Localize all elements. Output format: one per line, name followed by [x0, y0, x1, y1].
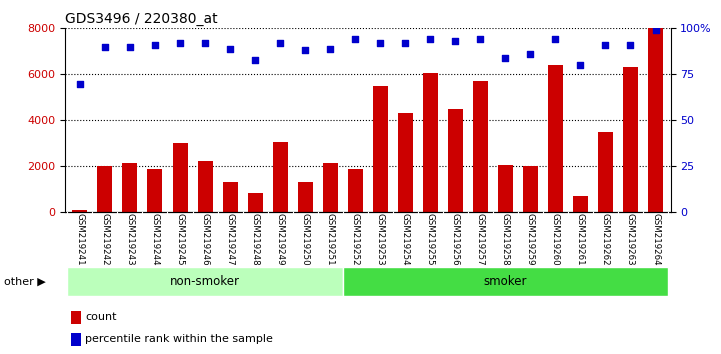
- Bar: [97, 166, 112, 212]
- Text: GSM219252: GSM219252: [350, 213, 360, 266]
- Point: [275, 40, 286, 46]
- Text: GSM219257: GSM219257: [476, 213, 485, 266]
- Bar: [273, 142, 288, 212]
- Bar: [573, 196, 588, 212]
- Text: count: count: [85, 312, 116, 322]
- Point: [249, 57, 261, 62]
- Bar: [373, 86, 388, 212]
- Point: [199, 40, 211, 46]
- Text: GSM219260: GSM219260: [551, 213, 560, 266]
- Point: [350, 36, 361, 42]
- Bar: [123, 163, 138, 212]
- Text: GSM219244: GSM219244: [151, 213, 159, 266]
- Point: [474, 36, 486, 42]
- Text: GSM219250: GSM219250: [301, 213, 309, 266]
- Text: smoker: smoker: [484, 275, 527, 288]
- Point: [500, 55, 511, 61]
- Point: [650, 27, 661, 33]
- Text: GSM219253: GSM219253: [376, 213, 385, 266]
- Bar: [323, 163, 337, 212]
- Text: GSM219262: GSM219262: [601, 213, 610, 266]
- Point: [99, 44, 111, 50]
- Text: GDS3496 / 220380_at: GDS3496 / 220380_at: [65, 12, 218, 26]
- Bar: [223, 183, 238, 212]
- Point: [425, 36, 436, 42]
- Text: GSM219247: GSM219247: [226, 213, 234, 266]
- Bar: [348, 169, 363, 212]
- Point: [74, 81, 86, 86]
- Point: [600, 42, 611, 48]
- Point: [149, 42, 161, 48]
- Point: [324, 46, 336, 51]
- Point: [449, 38, 461, 44]
- Text: GSM219263: GSM219263: [626, 213, 635, 266]
- Bar: [247, 193, 262, 212]
- Text: GSM219243: GSM219243: [125, 213, 134, 266]
- Text: GSM219249: GSM219249: [275, 213, 285, 266]
- Text: GSM219242: GSM219242: [100, 213, 110, 266]
- Point: [624, 42, 636, 48]
- Point: [575, 62, 586, 68]
- Bar: [298, 183, 313, 212]
- Text: non-smoker: non-smoker: [170, 275, 240, 288]
- Text: GSM219251: GSM219251: [326, 213, 335, 266]
- Bar: [198, 161, 213, 212]
- Bar: [423, 73, 438, 212]
- Bar: [342, 267, 668, 296]
- Bar: [71, 311, 81, 324]
- Text: other ▶: other ▶: [4, 276, 45, 286]
- Bar: [473, 81, 488, 212]
- Bar: [398, 114, 412, 212]
- Text: GSM219248: GSM219248: [251, 213, 260, 266]
- Text: GSM219246: GSM219246: [200, 213, 210, 266]
- Bar: [548, 65, 563, 212]
- Bar: [523, 166, 538, 212]
- Bar: [648, 28, 663, 212]
- Bar: [448, 109, 463, 212]
- Bar: [623, 67, 638, 212]
- Text: GSM219261: GSM219261: [576, 213, 585, 266]
- Bar: [148, 169, 162, 212]
- Bar: [72, 210, 87, 212]
- Point: [549, 36, 561, 42]
- Bar: [497, 165, 513, 212]
- Bar: [67, 267, 342, 296]
- Text: GSM219258: GSM219258: [501, 213, 510, 266]
- Bar: [598, 132, 613, 212]
- Point: [374, 40, 386, 46]
- Text: GSM219254: GSM219254: [401, 213, 410, 266]
- Bar: [172, 143, 187, 212]
- Point: [299, 47, 311, 53]
- Text: GSM219245: GSM219245: [175, 213, 185, 266]
- Text: percentile rank within the sample: percentile rank within the sample: [85, 335, 273, 344]
- Bar: [71, 333, 81, 346]
- Point: [174, 40, 186, 46]
- Point: [124, 44, 136, 50]
- Text: GSM219264: GSM219264: [651, 213, 660, 266]
- Text: GSM219241: GSM219241: [76, 213, 84, 266]
- Point: [224, 46, 236, 51]
- Point: [525, 51, 536, 57]
- Point: [399, 40, 411, 46]
- Text: GSM219255: GSM219255: [426, 213, 435, 266]
- Text: GSM219256: GSM219256: [451, 213, 460, 266]
- Text: GSM219259: GSM219259: [526, 213, 535, 266]
